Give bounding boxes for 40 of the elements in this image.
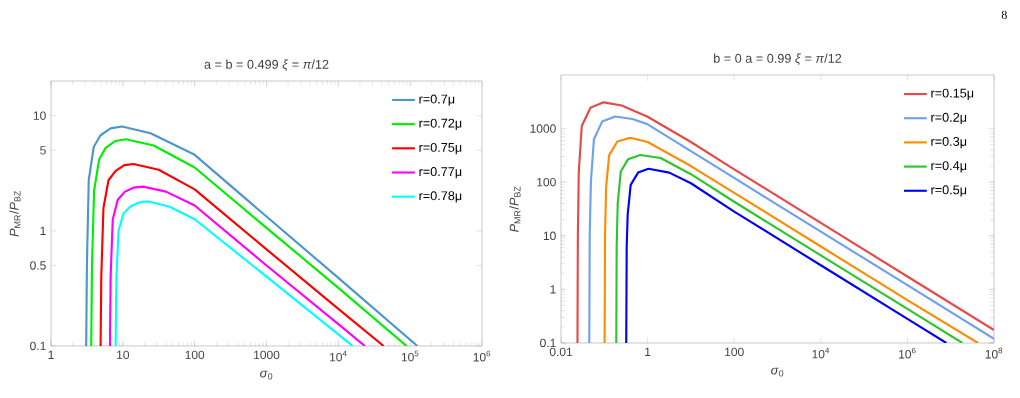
legend-label: r=0.15μ	[931, 88, 974, 100]
y-tick-label: 10	[543, 231, 556, 241]
y-tick-label: 1000	[530, 124, 556, 133]
y-tick-label: 0.1	[30, 341, 46, 351]
legend-label: r=0.5μ	[931, 185, 967, 197]
x-tick-label: 1000	[254, 350, 280, 360]
legend-label: r=0.78μ	[419, 191, 462, 203]
y-tick-label: 5	[40, 146, 46, 155]
y-tick-label: 10	[33, 111, 46, 120]
legend-label: r=0.2μ	[931, 112, 967, 125]
legend-label: r=0.3μ	[931, 136, 967, 149]
y-axis-title: P$_{MR}$/P$_{BZ}$	[509, 186, 521, 233]
legend-label: r=0.72μ	[419, 118, 462, 130]
x-tick-label: 10$^{4}$	[812, 347, 830, 359]
x-tick-label: 1	[645, 347, 651, 356]
x-tick-label: 10	[117, 350, 130, 360]
y-tick-label: 0.5	[30, 261, 46, 270]
x-tick-label: 100	[185, 350, 205, 360]
x-tick-label: 100	[725, 347, 744, 357]
x-tick-label: 10$^{8}$	[985, 347, 1003, 359]
x-tick-label: 10$^{6}$	[899, 347, 916, 359]
legend-label: r=0.77μ	[419, 167, 462, 179]
chart-title: b = 0 a = 0.99 ξ = π/12	[714, 53, 842, 65]
x-tick-label: 10$^{5}$	[401, 350, 419, 362]
y-axis-title: P$_{MR}$/P$_{BZ}$	[9, 190, 21, 237]
y-tick-label: 1	[550, 285, 556, 294]
y-tick-label: 0.1	[540, 338, 556, 348]
x-tick-label: 10$^{6}$	[473, 350, 491, 362]
text: 8	[1001, 10, 1007, 19]
y-tick-label: 1	[40, 226, 46, 235]
y-tick-label: 100	[537, 177, 556, 187]
x-tick-label: 1	[48, 350, 54, 359]
chart-title: a = b = 0.499 ξ = π/12	[204, 59, 329, 71]
legend-label: r=0.4μ	[931, 161, 967, 173]
x-axis-title: σ$_{0}$	[771, 367, 784, 377]
x-tick-label: 0.01	[549, 347, 573, 357]
legend-label: r=0.7μ	[419, 94, 455, 106]
legend-label: r=0.75μ	[419, 142, 462, 155]
x-axis-title: σ$_{0}$	[260, 370, 273, 380]
x-tick-label: 10$^{4}$	[330, 350, 347, 362]
